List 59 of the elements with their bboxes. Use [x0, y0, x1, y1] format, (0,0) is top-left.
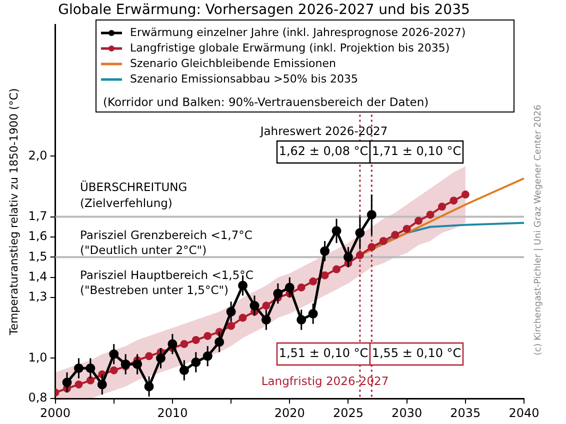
- y-tick-label: 1,6: [28, 229, 48, 244]
- x-tick-label: 2040: [508, 406, 540, 420]
- x-tick-label: 2010: [157, 406, 188, 420]
- annotation: 1,62 ± 0,08 °C: [278, 144, 368, 158]
- y-tick-label: 0,8: [28, 390, 48, 405]
- point: [192, 336, 200, 344]
- annotation: ÜBERSCHREITUNG: [80, 180, 188, 194]
- point: [450, 196, 458, 205]
- point: [86, 376, 94, 384]
- point: [262, 302, 270, 310]
- x-tick-label: 2035: [450, 406, 481, 420]
- annotation: Langfristig 2026-2027: [261, 374, 389, 388]
- point: [145, 352, 154, 360]
- legend-label: Szenario Emissionsabbau >50% bis 2035: [130, 72, 358, 86]
- x-tick-label: 2030: [392, 406, 422, 420]
- annotation: 1,71 ± 0,10 °C: [372, 144, 462, 158]
- point: [438, 202, 446, 211]
- text: (c) Kirchengast-Pichler | Uni Graz Wegener Center 2026: [533, 104, 544, 356]
- chart-title: Globale Erwärmung: Vorhersagen 2026-2027 und bis 2035: [58, 2, 470, 18]
- point: [391, 230, 400, 239]
- legend-label: Szenario Gleichbleibende Emissionen: [130, 56, 336, 70]
- annotation: 1,55 ± 0,10 °C: [372, 346, 462, 360]
- point: [180, 340, 188, 348]
- annotation: (Korridor und Balken: 90%-Vertrauensbereich der Daten): [103, 94, 429, 109]
- legend-label: Erwärmung einzelner Jahre (inkl. Jahresprognose 2026-2027): [130, 26, 466, 39]
- y-tick-label: 1,0: [28, 350, 48, 364]
- point: [414, 216, 423, 225]
- annotation: ("Deutlich unter 2°C"): [80, 242, 207, 257]
- y-tick-label: 1,3: [28, 290, 48, 304]
- point: [426, 210, 434, 219]
- point: [110, 366, 118, 374]
- annotation: Parisziel Hauptbereich <1,5°C: [80, 268, 254, 282]
- point: [74, 380, 83, 388]
- x-tick-label: 2000: [40, 406, 71, 420]
- point: [402, 224, 411, 233]
- annotation: ("Bestreben unter 1,5°C"): [80, 282, 229, 297]
- point: [320, 271, 329, 280]
- legend-label: Langfristige globale Erwärmung (inkl. Projektion bis 2035): [130, 41, 450, 54]
- x-tick-label: 2020: [274, 406, 305, 420]
- point: [356, 251, 364, 260]
- annotation: 1,51 ± 0,10 °C: [278, 346, 368, 360]
- point: [204, 332, 212, 340]
- x-tick-label: 2025: [332, 406, 364, 420]
- point: [379, 237, 388, 245]
- point: [309, 277, 318, 286]
- annotation: Jahreswert 2026-2027: [259, 124, 388, 138]
- point: [238, 314, 247, 322]
- y-axis-title: Temperaturanstieg relativ zu 1850-1900 (°C): [7, 88, 20, 336]
- annotation: Parisziel Grenzbereich <1,7°C: [80, 228, 252, 242]
- y-tick-label: 1,5: [28, 249, 48, 264]
- y-tick-label: 1,7: [28, 208, 48, 223]
- point: [227, 322, 236, 330]
- y-tick-label: 1,4: [28, 269, 48, 284]
- point: [332, 265, 341, 274]
- y-tick-label: 2,0: [28, 148, 48, 162]
- point: [461, 190, 470, 199]
- point: [297, 283, 306, 292]
- point: [368, 243, 376, 252]
- annotation: (Zielverfehlung): [80, 196, 172, 210]
